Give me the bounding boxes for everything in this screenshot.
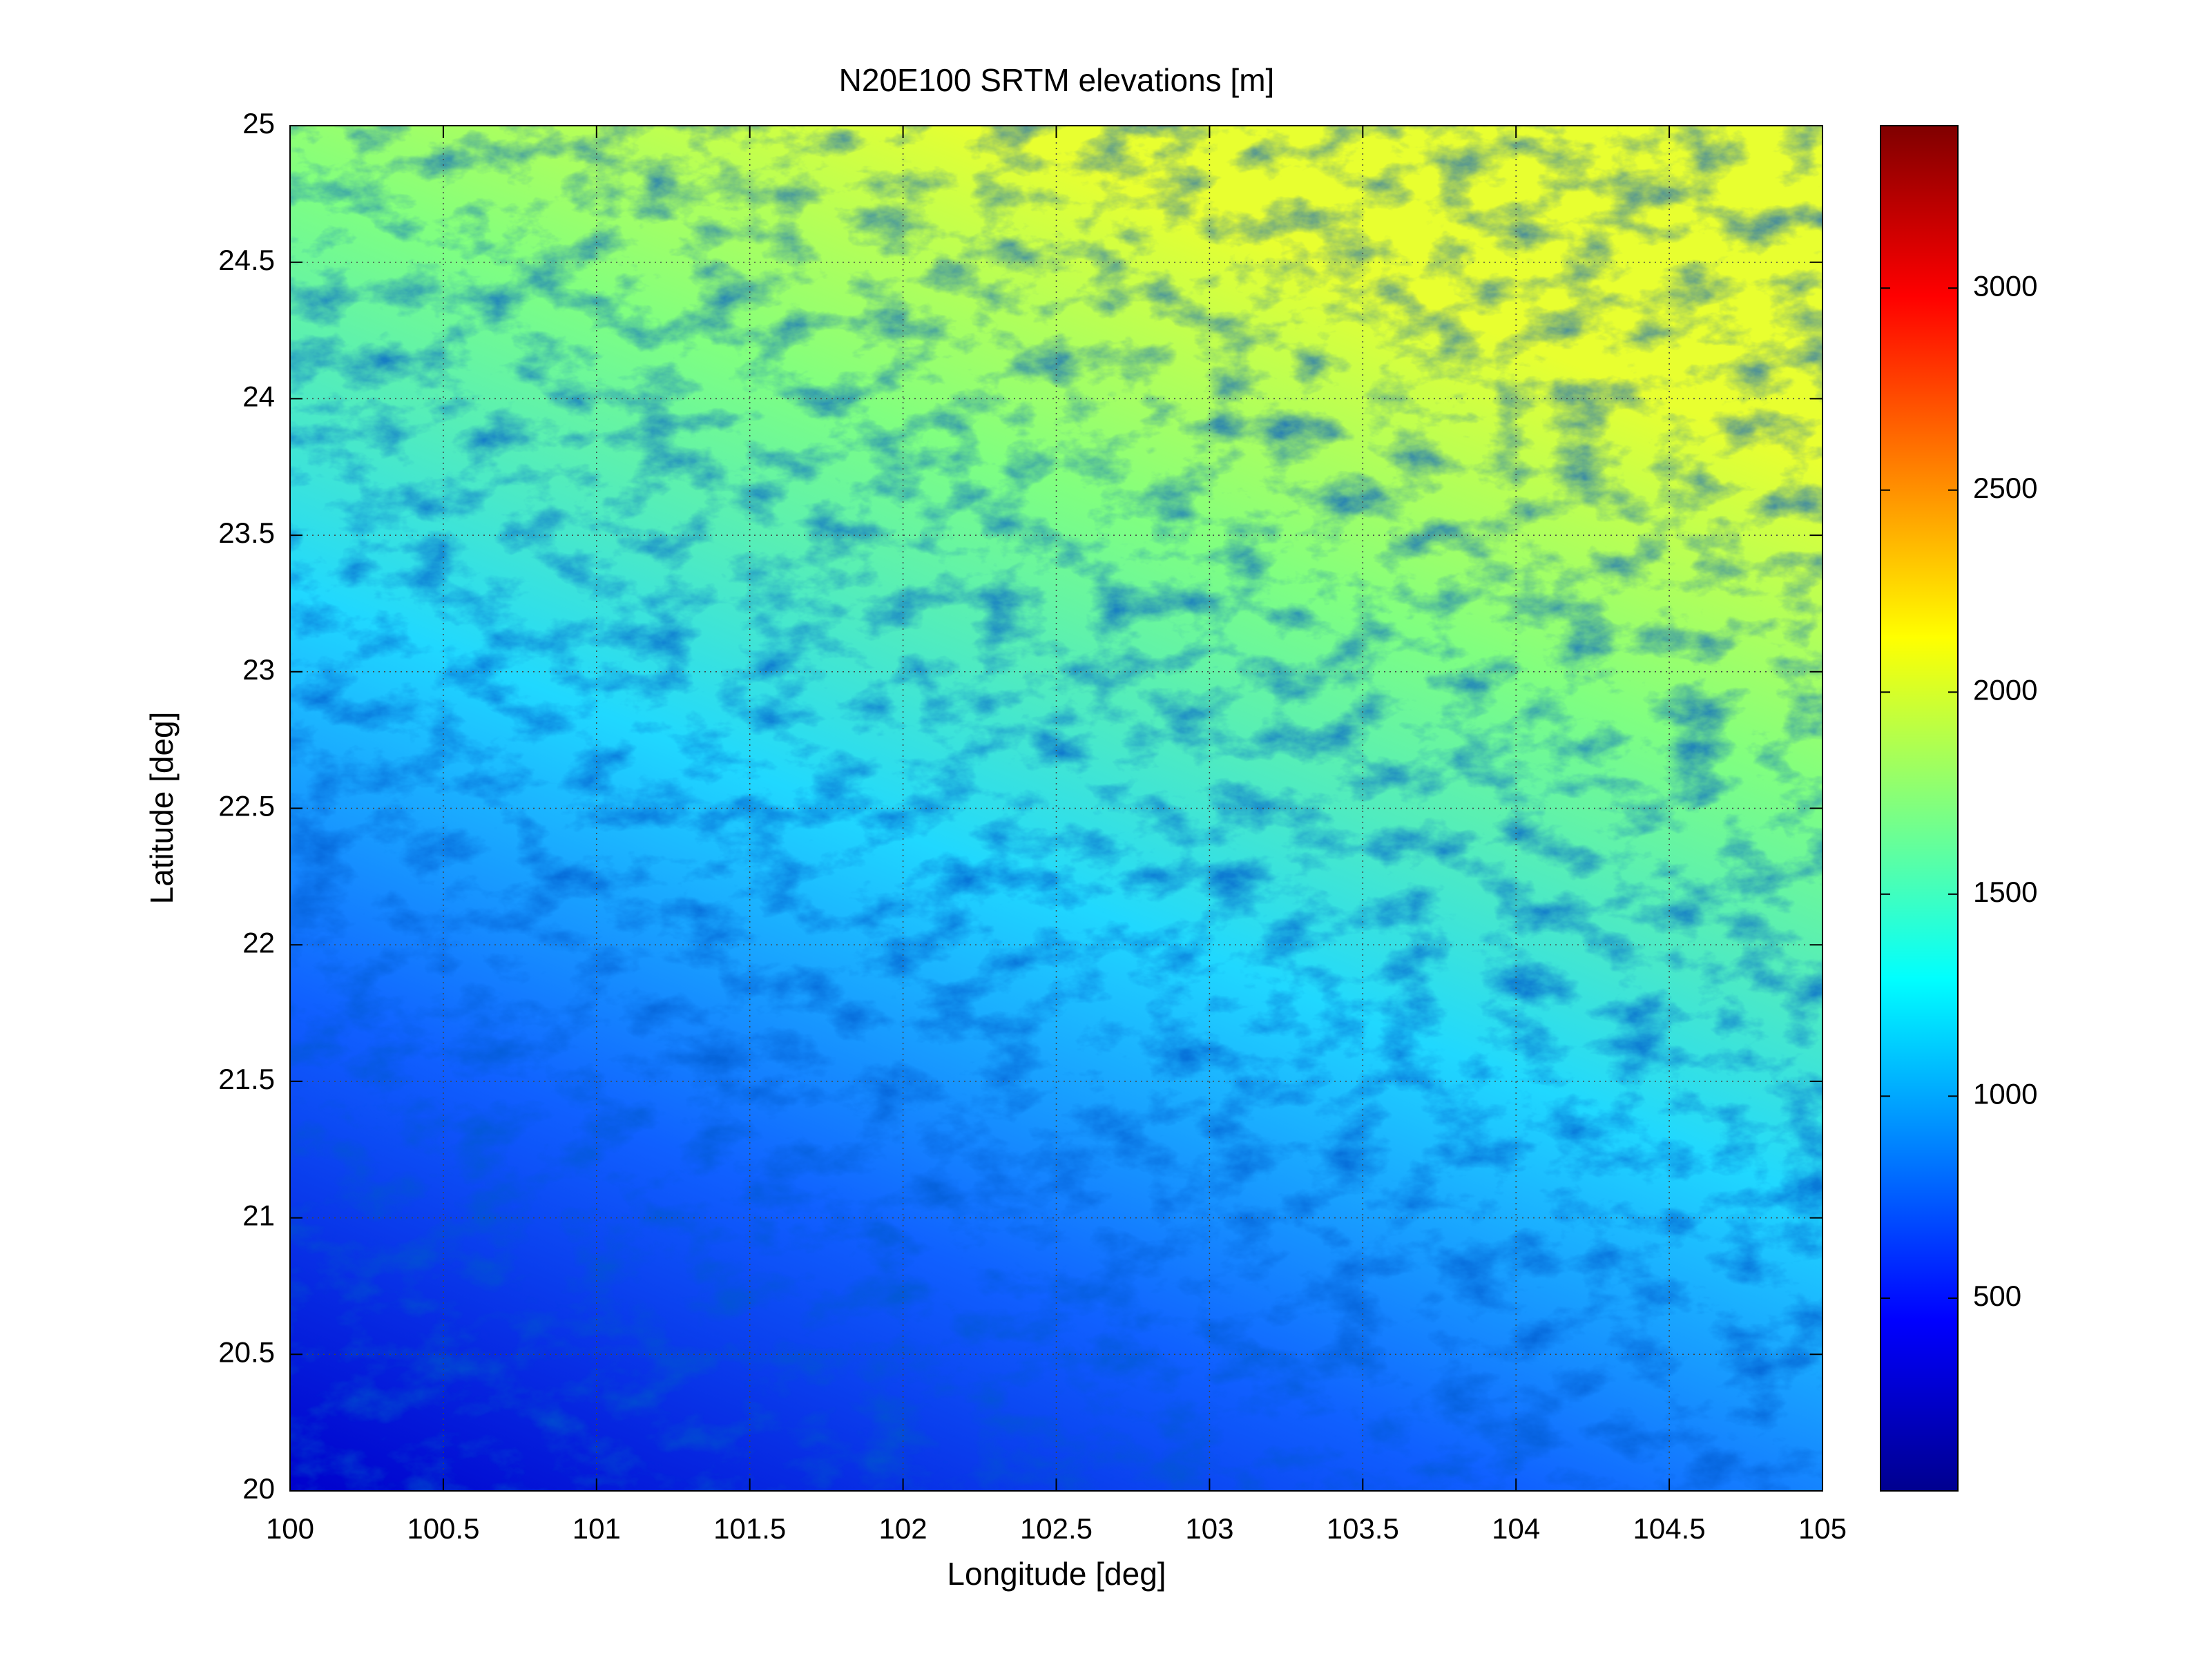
- x-tick-label: 101.5: [713, 1512, 786, 1545]
- x-tick-label: 101: [573, 1512, 621, 1545]
- y-tick-label: 21.5: [218, 1063, 275, 1095]
- colorbar-tick-label: 1500: [1973, 876, 2037, 908]
- chart-title: N20E100 SRTM elevations [m]: [839, 62, 1275, 98]
- y-axis-label: Latitude [deg]: [144, 712, 180, 905]
- colorbar-tick-label: 3000: [1973, 269, 2037, 302]
- x-axis-label: Longitude [deg]: [947, 1556, 1166, 1592]
- x-tick-label: 103.5: [1327, 1512, 1399, 1545]
- colorbar-tick-label: 500: [1973, 1280, 2021, 1312]
- y-tick-label: 24: [242, 380, 275, 412]
- colorbar: [1880, 125, 1959, 1492]
- y-tick-label: 21: [242, 1199, 275, 1232]
- y-tick-label: 24.5: [218, 244, 275, 276]
- y-tick-label: 23.5: [218, 517, 275, 549]
- y-tick-label: 20: [242, 1472, 275, 1505]
- x-tick-label: 104.5: [1633, 1512, 1706, 1545]
- y-tick-label: 22.5: [218, 790, 275, 822]
- x-tick-label: 105: [1798, 1512, 1847, 1545]
- colorbar-tick-label: 2500: [1973, 472, 2037, 504]
- x-tick-label: 100.5: [407, 1512, 479, 1545]
- x-tick-label: 104: [1492, 1512, 1540, 1545]
- colorbar-tick-label: 1000: [1973, 1077, 2037, 1110]
- colorbar-tick-label: 2000: [1973, 673, 2037, 706]
- y-tick-label: 25: [242, 107, 275, 139]
- x-tick-label: 102.5: [1020, 1512, 1093, 1545]
- y-tick-label: 23: [242, 653, 275, 686]
- y-tick-label: 22: [242, 926, 275, 958]
- y-tick-label: 20.5: [218, 1336, 275, 1368]
- x-tick-label: 102: [879, 1512, 927, 1545]
- x-tick-label: 103: [1185, 1512, 1233, 1545]
- x-tick-label: 100: [266, 1512, 314, 1545]
